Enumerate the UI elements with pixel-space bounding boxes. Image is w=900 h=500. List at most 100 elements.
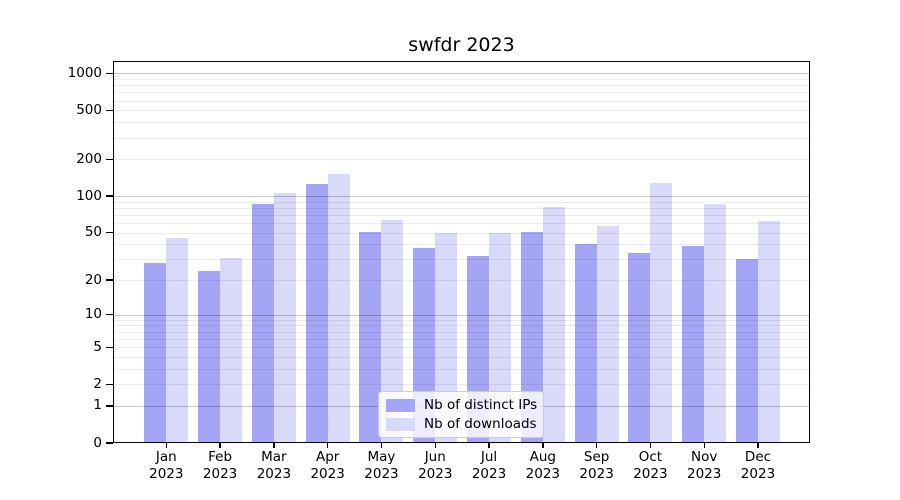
bar-apr-downloads — [327, 173, 350, 443]
legend: Nb of distinct IPs Nb of downloads — [378, 391, 544, 438]
bar-oct-ips — [628, 252, 651, 443]
y-tick-mark — [106, 405, 113, 407]
x-tick-mark — [488, 443, 490, 448]
gridline-minor — [113, 259, 810, 261]
x-tick-mark — [703, 443, 705, 448]
y-tick-mark — [106, 231, 113, 234]
gridline-minor — [113, 137, 810, 139]
gridline-minor — [113, 201, 810, 203]
x-tick-mark — [273, 443, 275, 448]
y-tick-label: 200 — [76, 150, 102, 167]
bar-jul-downloads — [489, 232, 512, 443]
bar-may-ips — [359, 231, 382, 443]
x-tick-mark — [596, 443, 598, 448]
x-tick-label: Jul 2023 — [471, 449, 507, 482]
legend-label-downloads: Nb of downloads — [424, 416, 537, 432]
x-tick-label: Apr 2023 — [310, 449, 345, 482]
gridline-minor — [113, 384, 810, 386]
y-tick-mark — [106, 279, 113, 281]
gridline-minor — [113, 368, 810, 370]
gridline-major — [113, 73, 810, 75]
gridline-minor — [113, 85, 810, 87]
y-tick-label: 10 — [84, 306, 102, 323]
x-tick-label: Mar 2023 — [256, 449, 292, 482]
x-tick-mark — [434, 443, 436, 448]
bar-aug-downloads — [542, 206, 565, 443]
gridline-minor — [113, 110, 810, 112]
y-tick-mark — [106, 72, 113, 74]
gridline-minor — [113, 214, 810, 216]
bar-mar-downloads — [273, 192, 296, 443]
y-tick-mark — [106, 109, 113, 111]
gridline-major — [113, 196, 810, 197]
bar-aug-ips — [520, 231, 543, 443]
x-tick-mark — [327, 443, 329, 448]
x-tick-label: Jun 2023 — [418, 449, 453, 482]
bar-sep-downloads — [596, 225, 619, 443]
legend-item-distinct-ips: Nb of distinct IPs — [386, 397, 538, 413]
y-tick-label: 20 — [84, 271, 102, 288]
gridline-minor — [113, 319, 810, 321]
bars-layer — [113, 61, 810, 443]
y-tick-label: 5 — [93, 338, 102, 355]
bar-feb-ips — [198, 270, 221, 443]
gridline-minor — [113, 331, 810, 333]
bar-sep-ips — [574, 244, 597, 443]
bar-dec-downloads — [757, 221, 780, 443]
bar-mar-ips — [251, 204, 274, 443]
legend-label-distinct-ips: Nb of distinct IPs — [424, 397, 538, 413]
y-tick-label: 1000 — [67, 64, 102, 81]
gridline-minor — [113, 222, 810, 224]
x-tick-label: Jan 2023 — [149, 449, 184, 482]
y-tick-label: 2 — [93, 375, 102, 392]
gridline-minor — [113, 159, 810, 161]
y-tick-label: 500 — [76, 101, 102, 118]
bar-jan-ips — [144, 262, 167, 443]
bar-apr-ips — [305, 184, 328, 443]
x-tick-label: Dec 2023 — [740, 449, 776, 482]
gridline-minor — [113, 244, 810, 246]
bar-may-downloads — [381, 219, 404, 443]
legend-swatch-distinct-ips — [386, 398, 415, 412]
y-tick-label: 50 — [84, 224, 102, 241]
y-tick-label: 100 — [76, 187, 102, 204]
legend-swatch-downloads — [386, 417, 415, 431]
bar-oct-downloads — [650, 182, 673, 443]
gridline-minor — [113, 207, 810, 209]
x-tick-mark — [757, 443, 759, 448]
y-tick-mark — [106, 346, 113, 348]
y-tick-label: 1 — [93, 397, 102, 414]
y-tick-label: 0 — [93, 434, 102, 451]
legend-item-downloads: Nb of downloads — [386, 416, 537, 432]
gridline-minor — [113, 232, 810, 234]
gridline-minor — [113, 100, 810, 102]
gridline-minor — [113, 325, 810, 327]
x-tick-label: Aug 2023 — [525, 449, 560, 482]
gridline-minor — [113, 78, 810, 80]
x-tick-label: Nov 2023 — [687, 449, 722, 482]
y-tick-mark — [106, 442, 113, 444]
gridline-minor — [113, 92, 810, 94]
y-tick-mark — [106, 314, 113, 316]
x-tick-mark — [219, 443, 221, 448]
plot-area — [113, 61, 810, 443]
bar-nov-downloads — [704, 204, 727, 443]
y-tick-mark — [106, 383, 113, 385]
x-tick-label: Sep 2023 — [579, 449, 614, 482]
bar-feb-downloads — [220, 257, 243, 443]
bar-jun-downloads — [435, 232, 458, 443]
bar-nov-ips — [682, 245, 705, 443]
x-tick-label: Oct 2023 — [633, 449, 668, 482]
bar-jan-downloads — [166, 238, 189, 443]
gridline-minor — [113, 356, 810, 358]
x-tick-label: May 2023 — [364, 449, 399, 482]
x-tick-mark — [380, 443, 383, 448]
x-tick-mark — [542, 443, 544, 448]
gridline-minor — [113, 280, 810, 282]
chart-title: swfdr 2023 — [408, 34, 515, 56]
y-tick-mark — [106, 158, 113, 160]
grid-layer — [113, 61, 810, 443]
gridline-minor — [113, 338, 810, 340]
gridline-minor — [113, 122, 810, 124]
